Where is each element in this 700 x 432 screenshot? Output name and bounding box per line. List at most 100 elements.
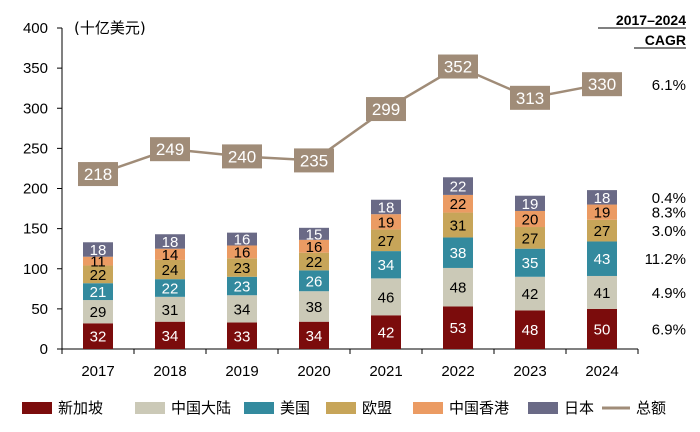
data-label: 27 <box>522 230 539 247</box>
legend-label: 中国香港 <box>449 399 509 417</box>
x-tick-label: 2022 <box>441 363 474 380</box>
data-label: 32 <box>90 329 107 346</box>
y-tick-label: 50 <box>31 301 48 318</box>
bar-segment <box>371 199 401 215</box>
bar-segment <box>155 279 185 297</box>
bar-segment <box>83 283 113 301</box>
data-label: 22 <box>90 267 107 284</box>
cagr-values: 6.9% 4.9% 11.2% 3.0%8.3%0.4% 6.1% <box>645 77 686 338</box>
bar-segment <box>83 300 113 324</box>
data-label: 50 <box>594 321 611 338</box>
total-label: 313 <box>516 89 544 108</box>
data-label: 16 <box>306 239 323 256</box>
legend-swatch <box>326 402 356 414</box>
cagr-value: 11.2% <box>645 251 686 268</box>
total-label-box <box>366 97 406 122</box>
bar-segment <box>587 308 617 349</box>
data-label: 19 <box>378 214 395 231</box>
data-label: 18 <box>90 242 107 259</box>
data-label: 24 <box>162 262 179 279</box>
bar-segment <box>227 322 257 349</box>
bar-segment <box>227 232 257 246</box>
data-label: 48 <box>450 280 467 297</box>
total-label: 330 <box>588 75 616 94</box>
y-tick-label: 250 <box>23 140 48 157</box>
bar-segment <box>515 276 545 311</box>
bar-segment <box>155 321 185 349</box>
data-label: 14 <box>162 247 179 264</box>
data-label: 42 <box>378 325 395 342</box>
bar-segment <box>299 291 329 322</box>
x-tick-label: 2017 <box>81 363 114 380</box>
data-label: 22 <box>162 281 179 298</box>
data-label: 34 <box>162 328 179 345</box>
bar-segment <box>515 310 545 349</box>
data-label: 23 <box>234 279 251 296</box>
data-label: 34 <box>378 257 395 274</box>
bar-segment <box>443 267 473 307</box>
data-label: 43 <box>594 251 611 268</box>
x-tick-label: 2023 <box>513 363 546 380</box>
y-axis: 0 50 100 150 200 250 300 350 400 <box>23 20 63 358</box>
bar-segment <box>443 212 473 238</box>
data-label: 16 <box>234 244 251 261</box>
legend-label: 中国大陆 <box>171 399 231 417</box>
cagr-header-years: 2017–2024 <box>616 12 686 28</box>
x-tick-label: 2020 <box>297 363 330 380</box>
data-label: 38 <box>306 299 323 316</box>
data-label: 48 <box>522 322 539 339</box>
total-label-box <box>510 85 550 110</box>
bar-segment <box>443 194 473 213</box>
legend-swatch <box>244 402 274 414</box>
bar-segment <box>299 270 329 292</box>
data-label: 18 <box>378 199 395 216</box>
cagr-header: 2017–2024 CAGR <box>598 12 686 49</box>
x-tick-label: 2019 <box>225 363 258 380</box>
bar-segment <box>83 242 113 257</box>
bar-segment <box>515 210 545 228</box>
bar-segment <box>587 275 617 309</box>
data-label: 15 <box>306 226 323 243</box>
data-label: 18 <box>594 190 611 207</box>
data-label: 19 <box>594 205 611 222</box>
data-label: 42 <box>522 286 539 303</box>
total-label: 240 <box>228 147 256 166</box>
bar-segment <box>227 258 257 277</box>
legend: 新加坡 中国大陆 美国 欧盟 中国香港 日本 总额 <box>22 399 666 417</box>
bar-segment <box>515 227 545 249</box>
bars: 3229212211183431222414183334232316163438… <box>83 177 617 349</box>
total-label: 352 <box>444 58 472 77</box>
data-label: 31 <box>450 218 467 235</box>
data-label: 20 <box>522 211 539 228</box>
bar-segment <box>227 245 257 259</box>
cagr-value: 8.3% <box>652 205 686 222</box>
legend-swatch <box>22 402 52 414</box>
data-label: 19 <box>522 196 539 213</box>
bar-segment <box>443 306 473 349</box>
x-tick-label: 2018 <box>153 363 186 380</box>
bar-segment <box>83 323 113 349</box>
cagr-value: 6.9% <box>652 321 686 338</box>
data-label: 18 <box>162 234 179 251</box>
bar-segment <box>515 248 545 277</box>
total-label: 249 <box>156 140 184 159</box>
bar-segment <box>371 251 401 279</box>
y-tick-label: 200 <box>23 181 48 198</box>
bar-segment <box>155 248 185 260</box>
y-tick-label: 0 <box>40 341 48 358</box>
y-tick-label: 350 <box>23 60 48 77</box>
data-label: 46 <box>378 289 395 306</box>
legend-swatch <box>413 402 443 414</box>
data-label: 27 <box>378 233 395 250</box>
total-label-box <box>222 144 262 169</box>
legend-swatch <box>135 402 165 414</box>
data-label: 41 <box>594 285 611 302</box>
legend-label: 日本 <box>564 399 594 417</box>
data-label: 33 <box>234 328 251 345</box>
unit-label: (十亿美元) <box>74 19 146 37</box>
bar-segment <box>371 315 401 349</box>
total-label: 299 <box>372 100 400 119</box>
data-label: 23 <box>234 260 251 277</box>
legend-label: 新加坡 <box>58 399 103 417</box>
bar-segment <box>299 252 329 271</box>
